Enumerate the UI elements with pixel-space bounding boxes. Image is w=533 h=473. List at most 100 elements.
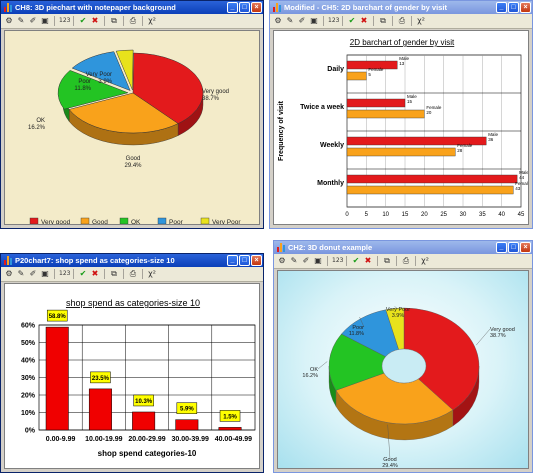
app-icon (273, 3, 281, 12)
chi-square-icon[interactable]: χ² (148, 269, 156, 278)
window-shop-spend-chart[interactable]: P20chart7: shop spend as categories-size… (0, 253, 264, 473)
pen-icon[interactable]: ✐ (29, 269, 37, 278)
chi-square-icon[interactable]: χ² (417, 16, 425, 25)
print-icon[interactable]: ⎙ (398, 16, 406, 25)
copy-icon[interactable]: ⧉ (384, 256, 390, 265)
save-icon[interactable]: ▣ (314, 256, 322, 265)
horizontal-bar-chart: 2D barchart of gender by visit 0 5 10 15 20 25… (278, 38, 528, 218)
maximize-icon[interactable]: □ (239, 2, 250, 13)
bar-40-00-49-99 (218, 427, 242, 431)
cross-icon[interactable]: ✖ (91, 269, 99, 278)
print-icon[interactable]: ⎙ (402, 256, 410, 265)
print-icon[interactable]: ⎙ (129, 269, 137, 278)
numbers-icon[interactable]: 123 (332, 257, 344, 264)
numbers-icon[interactable]: 123 (59, 270, 71, 277)
donut-label-value: 11.8% (349, 331, 364, 337)
x-tick-label: 45 (518, 212, 525, 218)
edit-icon[interactable]: ✎ (290, 256, 298, 265)
window-3d-donut[interactable]: CH2: 3D donut example _ □ × ⚙ ✎ ✐ ▣ 123 ✔ ✖ ⧉ … (273, 240, 533, 473)
maximize-icon[interactable]: □ (508, 242, 519, 253)
y-tick-label: 30% (21, 375, 36, 382)
y-tick-label: 40% (21, 358, 36, 365)
pie-label-name: Very good (202, 89, 229, 95)
bar-value-label: 20 (426, 110, 432, 115)
minimize-icon[interactable]: _ (227, 255, 238, 266)
minimize-icon[interactable]: _ (227, 2, 238, 13)
window-title-bar[interactable]: Modified - CH5: 2D barchart of gender by… (270, 1, 532, 14)
x-tick-label: 30 (460, 212, 467, 218)
cross-icon[interactable]: ✖ (360, 16, 368, 25)
app-icon (4, 256, 12, 265)
pie-slice-poor (71, 51, 131, 91)
x-tick-label: 20 (421, 212, 428, 218)
options-icon[interactable]: ⚙ (5, 16, 13, 25)
legend-label-ok: OK (131, 219, 141, 225)
chi-square-icon[interactable]: χ² (421, 256, 429, 265)
y-tick-label: 60% (21, 323, 36, 330)
save-icon[interactable]: ▣ (41, 16, 49, 25)
x-tick-label: 25 (440, 212, 447, 218)
chi-square-icon[interactable]: χ² (148, 16, 156, 25)
check-icon[interactable]: ✔ (348, 16, 356, 25)
chart-area-notepaper: Very good 38.7% Good 29.4% OK 16.2% Poor 11.8% V… (4, 30, 260, 225)
pen-icon[interactable]: ✐ (29, 16, 37, 25)
copy-icon[interactable]: ⧉ (111, 269, 117, 278)
print-icon[interactable]: ⎙ (129, 16, 137, 25)
pie-label-value: 3.9% (98, 79, 112, 85)
pie-label-value: 16.2% (28, 125, 46, 131)
y-category-label: Monthly (317, 180, 344, 187)
edit-icon[interactable]: ✎ (17, 269, 25, 278)
close-icon[interactable]: × (520, 2, 531, 13)
pie-label-value: 38.7% (202, 96, 220, 102)
chart-toolbar: ⚙ ✎ ✐ ▣ 123 ✔ ✖ ⧉ ⎙ χ² (1, 14, 263, 29)
minimize-icon[interactable]: _ (496, 242, 507, 253)
close-icon[interactable]: × (251, 255, 262, 266)
window-title-bar[interactable]: CH2: 3D donut example _ □ × (274, 241, 532, 254)
bar-value-label: 10.3% (135, 399, 153, 405)
close-icon[interactable]: × (520, 242, 531, 253)
bar-series-label: Male (399, 56, 409, 61)
check-icon[interactable]: ✔ (79, 269, 87, 278)
cross-icon[interactable]: ✖ (364, 256, 372, 265)
options-icon[interactable]: ⚙ (274, 16, 282, 25)
cross-icon[interactable]: ✖ (91, 16, 99, 25)
minimize-icon[interactable]: _ (496, 2, 507, 13)
pie-label-value: 11.8% (74, 86, 91, 92)
pen-icon[interactable]: ✐ (302, 256, 310, 265)
close-icon[interactable]: × (251, 2, 262, 13)
save-icon[interactable]: ▣ (310, 16, 318, 25)
maximize-icon[interactable]: □ (239, 255, 250, 266)
save-icon[interactable]: ▣ (41, 269, 49, 278)
edit-icon[interactable]: ✎ (286, 16, 294, 25)
options-icon[interactable]: ⚙ (5, 269, 13, 278)
y-axis-label: Frequency of visit (278, 100, 285, 161)
check-icon[interactable]: ✔ (79, 16, 87, 25)
donut-label-name: Very good (490, 327, 515, 333)
bar-value-label: 5 (368, 72, 371, 77)
window-3d-piechart[interactable]: CH8: 3D piechart with notepaper backgrou… (0, 0, 264, 229)
vertical-bar-chart: shop spend as categories-size 10 0% 10% 20%… (21, 298, 256, 458)
bar-series-label: Female (457, 143, 473, 148)
value-label-box (176, 402, 198, 414)
donut-label-name: OK (310, 367, 318, 373)
copy-icon[interactable]: ⧉ (380, 16, 386, 25)
check-icon[interactable]: ✔ (352, 256, 360, 265)
numbers-icon[interactable]: 123 (59, 17, 71, 24)
y-tick-label: 50% (21, 340, 36, 347)
options-icon[interactable]: ⚙ (278, 256, 286, 265)
x-tick-label: 10 (382, 212, 389, 218)
window-title-bar[interactable]: P20chart7: shop spend as categories-size… (1, 254, 263, 267)
numbers-icon[interactable]: 123 (328, 17, 340, 24)
x-category-label: 30.00-39.99 (172, 436, 209, 443)
bar-value-label: 58.8% (49, 314, 67, 320)
window-title: CH2: 3D donut example (288, 243, 373, 252)
pen-icon[interactable]: ✐ (298, 16, 306, 25)
copy-icon[interactable]: ⧉ (111, 16, 117, 25)
maximize-icon[interactable]: □ (508, 2, 519, 13)
window-title-bar[interactable]: CH8: 3D piechart with notepaper backgrou… (1, 1, 263, 14)
edit-icon[interactable]: ✎ (17, 16, 25, 25)
window-2d-barchart[interactable]: Modified - CH5: 2D barchart of gender by… (269, 0, 533, 229)
chart-title: shop spend as categories-size 10 (66, 298, 200, 308)
bar-value-label: 13 (399, 61, 405, 66)
value-label-box (46, 309, 68, 322)
